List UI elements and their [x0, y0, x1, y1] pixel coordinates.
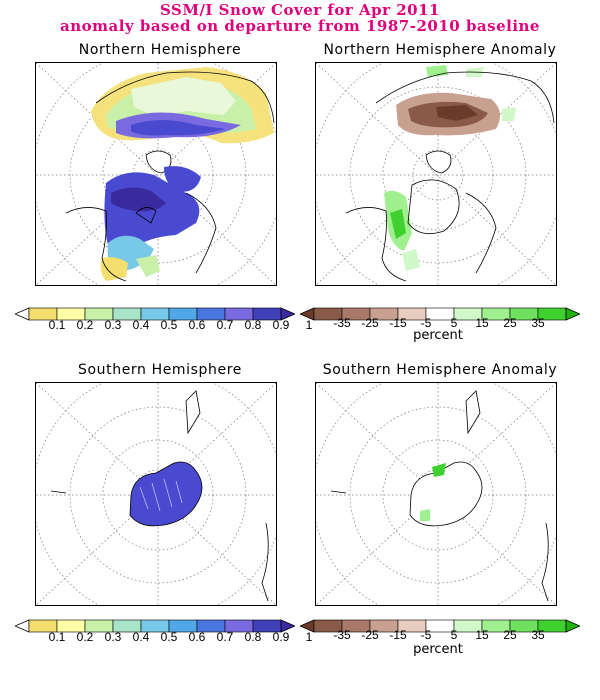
sh-anomaly-map — [315, 382, 557, 606]
snow-cover-colorbar-tick-label: 0.2 — [76, 318, 94, 332]
nh-anomaly-map — [315, 62, 557, 286]
panel-title-sh-cover: Southern Hemisphere — [78, 362, 242, 378]
anomaly-colorbar-high-end — [565, 619, 582, 633]
anomaly-colorbar-tick-label: 35 — [531, 628, 545, 642]
anomaly-colorbar-bottom — [298, 618, 582, 636]
anomaly-unit-label-top: percent — [413, 328, 463, 343]
snow-cover-colorbar-tick-label: 0.2 — [76, 630, 94, 644]
anomaly-colorbar-tick-label: -35 — [333, 628, 351, 642]
anomaly-colorbar-high-end — [565, 307, 582, 321]
snow-cover-colorbar-tick-label: 0.3 — [104, 630, 122, 644]
snow-cover-colorbar-tick-label: 1 — [305, 630, 313, 644]
snow-cover-colorbar-tick-label: 0.3 — [104, 318, 122, 332]
anomaly-colorbar-tick-label: -25 — [361, 316, 379, 330]
anomaly-colorbar-top — [298, 306, 582, 324]
anomaly-colorbar-tick-label: 5 — [450, 628, 458, 642]
anomaly-colorbar-tick-label: 5 — [450, 316, 458, 330]
snow-cover-colorbar-tick-label: 0.7 — [216, 318, 234, 332]
snow-cover-colorbar-top — [13, 306, 297, 324]
anomaly-colorbar-tick-label: -15 — [389, 316, 407, 330]
anomaly-unit-label-bottom: percent — [413, 642, 463, 657]
anomaly-colorbar-tick-label: 25 — [503, 316, 517, 330]
snow-cover-colorbar-tick-label: 0.8 — [244, 318, 262, 332]
anomaly-colorbar-low-end — [298, 619, 315, 633]
anomaly-colorbar-tick-label: 15 — [475, 628, 489, 642]
snow-cover-colorbar-tick-label: 0.5 — [160, 318, 178, 332]
panel-title-sh-anomaly: Southern Hemisphere Anomaly — [322, 362, 558, 378]
snow-cover-colorbar-high-end — [280, 307, 297, 321]
anomaly-colorbar-tick-label: -25 — [361, 628, 379, 642]
anomaly-colorbar-tick-label: 15 — [475, 316, 489, 330]
snow-cover-colorbar-tick-label: 0.5 — [160, 630, 178, 644]
snow-cover-colorbar-tick-label: 1 — [305, 318, 313, 332]
snow-cover-colorbar-low-end — [13, 619, 30, 633]
nh-snow-cover-map — [35, 62, 277, 286]
snow-cover-colorbar-bottom — [13, 618, 297, 636]
snow-cover-colorbar-tick-label: 0.8 — [244, 630, 262, 644]
panel-title-nh-cover: Northern Hemisphere — [78, 42, 242, 58]
anomaly-colorbar-tick-label: -15 — [389, 628, 407, 642]
anomaly-colorbar-tick-label: 25 — [503, 628, 517, 642]
anomaly-colorbar-tick-label: -5 — [420, 316, 432, 330]
map-title-line1: SSM/I Snow Cover for Apr 2011 — [160, 1, 440, 19]
snow-cover-colorbar-tick-label: 0.1 — [48, 630, 66, 644]
sh-snow-cover-map — [35, 382, 277, 606]
map-title-line2: anomaly based on departure from 1987-201… — [60, 17, 540, 35]
anomaly-colorbar-tick-label: 35 — [531, 316, 545, 330]
snow-cover-colorbar-tick-label: 0.6 — [188, 630, 206, 644]
snow-cover-colorbar-tick-label: 0.6 — [188, 318, 206, 332]
snow-cover-colorbar-tick-label: 0.4 — [132, 630, 150, 644]
anomaly-colorbar-low-end — [298, 307, 315, 321]
snow-cover-colorbar-low-end — [13, 307, 30, 321]
anomaly-colorbar-tick-label: -5 — [420, 628, 432, 642]
snow-cover-colorbar-tick-label: 0.4 — [132, 318, 150, 332]
panel-title-nh-anomaly: Northern Hemisphere Anomaly — [323, 42, 557, 58]
snow-cover-colorbar-tick-label: 0.1 — [48, 318, 66, 332]
snow-cover-colorbar-tick-label: 0.7 — [216, 630, 234, 644]
snow-cover-colorbar-tick-label: 0.9 — [272, 630, 290, 644]
snow-cover-colorbar-tick-label: 0.9 — [272, 318, 290, 332]
snow-cover-colorbar-high-end — [280, 619, 297, 633]
anomaly-colorbar-tick-label: -35 — [333, 316, 351, 330]
